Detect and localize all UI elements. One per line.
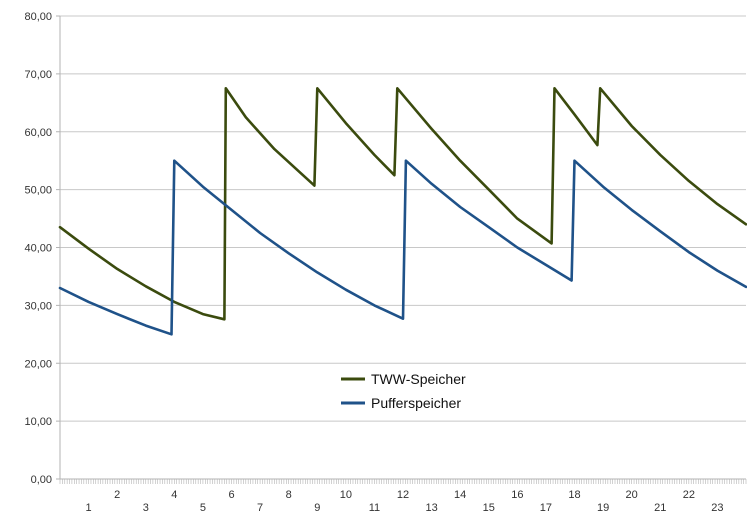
x-tick-label: 16 xyxy=(511,489,523,501)
x-tick-label: 11 xyxy=(369,502,380,512)
series-lines xyxy=(58,87,747,336)
x-tick-label: 10 xyxy=(340,489,352,501)
x-tick-label: 22 xyxy=(683,489,695,501)
legend-label: Pufferspeicher xyxy=(371,395,461,411)
x-tick-label: 12 xyxy=(397,489,409,501)
x-tick-label: 19 xyxy=(597,502,609,512)
series-line-pufferspeicher xyxy=(58,159,747,336)
x-tick-label: 4 xyxy=(171,489,177,501)
x-tick-label: 14 xyxy=(454,489,466,501)
x-tick-label: 3 xyxy=(143,502,149,512)
series-line-tww-speicher xyxy=(58,87,747,321)
y-tick-label: 70,00 xyxy=(24,69,52,81)
x-tick-label: 1 xyxy=(86,502,92,512)
y-tick-label: 20,00 xyxy=(24,358,52,370)
x-tick-label: 5 xyxy=(200,502,206,512)
y-tick-label: 0,00 xyxy=(31,474,52,486)
y-tick-label: 50,00 xyxy=(24,185,52,197)
x-tick-label: 2 xyxy=(114,489,120,501)
x-tick-label: 8 xyxy=(286,489,292,501)
legend: TWW-Speicher Pufferspeicher xyxy=(341,371,466,411)
x-tick-label: 23 xyxy=(711,502,723,512)
x-tick-label: 15 xyxy=(483,502,495,512)
y-tick-label: 80,00 xyxy=(24,11,52,23)
x-tick-label: 20 xyxy=(626,489,638,501)
x-tick-label: 17 xyxy=(540,502,552,512)
x-tick-label: 9 xyxy=(314,502,320,512)
x-tick-label: 6 xyxy=(228,489,234,501)
x-tick-label: 13 xyxy=(425,502,437,512)
x-tick-label: 7 xyxy=(257,502,263,512)
y-axis: 0,00 10,00 20,00 30,00 40,00 50,00 60,00 70,00 8… xyxy=(24,11,61,486)
x-axis: 2 4 6 8 10 12 14 16 18 20 221 3 5 7 9 11 13 15 17 19 21 23 xyxy=(59,479,747,512)
y-tick-label: 10,00 xyxy=(24,416,52,428)
legend-label: TWW-Speicher xyxy=(371,371,466,387)
x-tick-label: 21 xyxy=(654,502,666,512)
x-tick-label: 18 xyxy=(568,489,580,501)
y-tick-label: 30,00 xyxy=(24,300,52,312)
y-tick-label: 60,00 xyxy=(24,127,52,139)
y-tick-label: 40,00 xyxy=(24,243,52,255)
